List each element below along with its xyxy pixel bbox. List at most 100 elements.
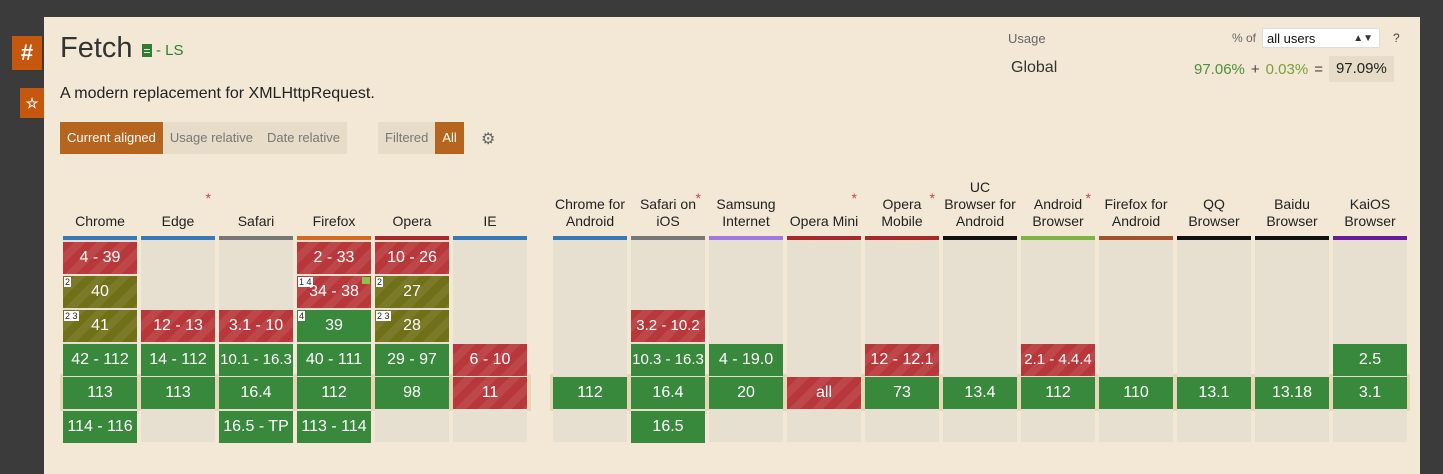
version-cell[interactable]: 3.2 - 10.2	[631, 310, 705, 342]
version-cell[interactable]: 112	[1021, 377, 1095, 409]
browser-header-opera[interactable]: Opera	[375, 160, 449, 234]
browser-header-qq-browser[interactable]: QQ Browser	[1177, 160, 1251, 234]
browser-header-ie[interactable]: IE	[453, 160, 527, 234]
users-select[interactable]: all users ▲▼	[1262, 28, 1380, 48]
filtered-button[interactable]: Filtered	[378, 122, 436, 154]
current-row-highlight	[60, 374, 531, 411]
current-aligned-button[interactable]: Current aligned	[60, 122, 163, 154]
version-cell[interactable]: 40 - 111	[297, 344, 371, 376]
browser-color-bar	[141, 236, 215, 240]
version-cell[interactable]: 39 4	[297, 310, 371, 342]
version-cell[interactable]: 73	[865, 377, 939, 409]
all-button[interactable]: All	[435, 122, 464, 154]
version-range: 16.5	[652, 418, 684, 435]
version-cell[interactable]: 98	[375, 377, 449, 409]
help-link[interactable]: ?	[1393, 31, 1400, 45]
permalink-button[interactable]: #	[12, 36, 42, 70]
version-cell[interactable]: 12 - 13	[141, 310, 215, 342]
version-cell[interactable]: all	[787, 377, 861, 409]
note-badge: 1 4	[298, 277, 313, 287]
browser-header-firefox-for-android[interactable]: Firefox for Android	[1099, 160, 1173, 234]
browser-color-bar	[631, 236, 705, 240]
browser-header-kaios-browser[interactable]: KaiOS Browser	[1333, 160, 1407, 234]
version-cell[interactable]: 34 - 38 1 4	[297, 276, 371, 308]
version-range: 13.18	[1271, 384, 1313, 401]
version-range: 13.1	[1198, 384, 1230, 401]
version-cell[interactable]: 112	[297, 377, 371, 409]
version-cell[interactable]: 20	[709, 377, 783, 409]
version-cell[interactable]: 2 - 33	[297, 242, 371, 274]
version-cell[interactable]: 114 - 116	[63, 411, 137, 443]
browser-name: Edge	[161, 213, 195, 229]
browser-header-chrome[interactable]: Chrome	[63, 160, 137, 234]
version-cell[interactable]: 10.1 - 16.3	[219, 344, 293, 376]
version-cell[interactable]: 13.18	[1255, 377, 1329, 409]
version-range: 10.3 - 16.3	[632, 351, 704, 368]
version-cell[interactable]: 3.1 - 10	[219, 310, 293, 342]
version-range: 41	[91, 317, 109, 334]
gear-icon[interactable]: ⚙	[481, 131, 496, 148]
version-cell[interactable]: 4 - 39	[63, 242, 137, 274]
browser-header-uc-browser-for-android[interactable]: UC Browser for Android	[943, 160, 1017, 234]
version-cell[interactable]: 27 2	[375, 276, 449, 308]
asterisk-icon: *	[851, 190, 857, 206]
version-cell[interactable]: 16.4	[631, 377, 705, 409]
browser-color-bar	[709, 236, 783, 240]
usage-relative-button[interactable]: Usage relative	[162, 122, 260, 154]
browser-name: Safari	[237, 213, 275, 229]
star-icon[interactable]: ☆	[20, 88, 44, 118]
version-range: 6 - 10	[469, 351, 511, 368]
version-cell[interactable]: 113	[141, 377, 215, 409]
browser-header-edge[interactable]: Edge *	[141, 160, 215, 234]
version-cell[interactable]: 10.3 - 16.3	[631, 344, 705, 376]
version-cell[interactable]: 13.4	[943, 377, 1017, 409]
version-cell[interactable]: 41 2 3	[63, 310, 137, 342]
browser-name: UC Browser for Android	[944, 179, 1016, 229]
version-cell[interactable]: 29 - 97	[375, 344, 449, 376]
version-cell[interactable]: 113	[63, 377, 137, 409]
version-cell[interactable]: 112	[553, 377, 627, 409]
date-relative-button[interactable]: Date relative	[260, 122, 347, 154]
asterisk-icon: *	[695, 190, 701, 206]
browser-header-safari-on-ios[interactable]: Safari on iOS *	[631, 160, 705, 234]
version-cell[interactable]: 42 - 112	[63, 344, 137, 376]
browser-header-chrome-for-android[interactable]: Chrome for Android	[553, 160, 627, 234]
version-cell[interactable]: 2.1 - 4.4.4	[1021, 344, 1095, 376]
page-title: Fetch	[60, 32, 133, 64]
browser-header-baidu-browser[interactable]: Baidu Browser	[1255, 160, 1329, 234]
browser-header-opera-mobile[interactable]: Opera Mobile *	[865, 160, 939, 234]
browser-header-opera-mini[interactable]: Opera Mini *	[787, 160, 861, 234]
note-badge: 4	[298, 311, 306, 321]
browser-color-bar	[553, 236, 627, 240]
version-cell[interactable]: 13.1	[1177, 377, 1251, 409]
browser-color-bar	[1177, 236, 1251, 240]
version-cell[interactable]: 10 - 26	[375, 242, 449, 274]
version-cell[interactable]: 2.5	[1333, 344, 1407, 376]
version-cell[interactable]: 16.5 - TP	[219, 411, 293, 443]
version-cell[interactable]: 110	[1099, 377, 1173, 409]
version-cell[interactable]: 6 - 10	[453, 344, 527, 376]
version-cell[interactable]: 16.5	[631, 411, 705, 443]
spec-status[interactable]: - LS	[142, 42, 184, 59]
browser-header-safari[interactable]: Safari	[219, 160, 293, 234]
version-cell[interactable]: 28 2 3	[375, 310, 449, 342]
version-range: 2.5	[1358, 351, 1382, 368]
version-cell[interactable]: 16.4	[219, 377, 293, 409]
version-range: 12 - 13	[153, 317, 203, 334]
browser-header-firefox[interactable]: Firefox	[297, 160, 371, 234]
version-cell[interactable]: 11	[453, 377, 527, 409]
browser-color-bar	[787, 236, 861, 240]
browser-header-android-browser[interactable]: Android Browser *	[1021, 160, 1095, 234]
version-cell[interactable]: 3.1	[1333, 377, 1407, 409]
version-cell[interactable]: 4 - 19.0	[709, 344, 783, 376]
version-range: 34 - 38	[309, 283, 359, 300]
version-cell[interactable]: 12 - 12.1	[865, 344, 939, 376]
version-cell[interactable]: 113 - 114	[297, 411, 371, 443]
version-range: 40 - 111	[305, 351, 363, 368]
version-cell[interactable]: 40 2	[63, 276, 137, 308]
version-cell[interactable]: 14 - 112	[141, 344, 215, 376]
browser-name: Firefox for Android	[1104, 196, 1168, 229]
flag-icon	[362, 277, 370, 284]
browser-header-samsung-internet[interactable]: Samsung Internet	[709, 160, 783, 234]
browser-name: IE	[483, 213, 497, 229]
